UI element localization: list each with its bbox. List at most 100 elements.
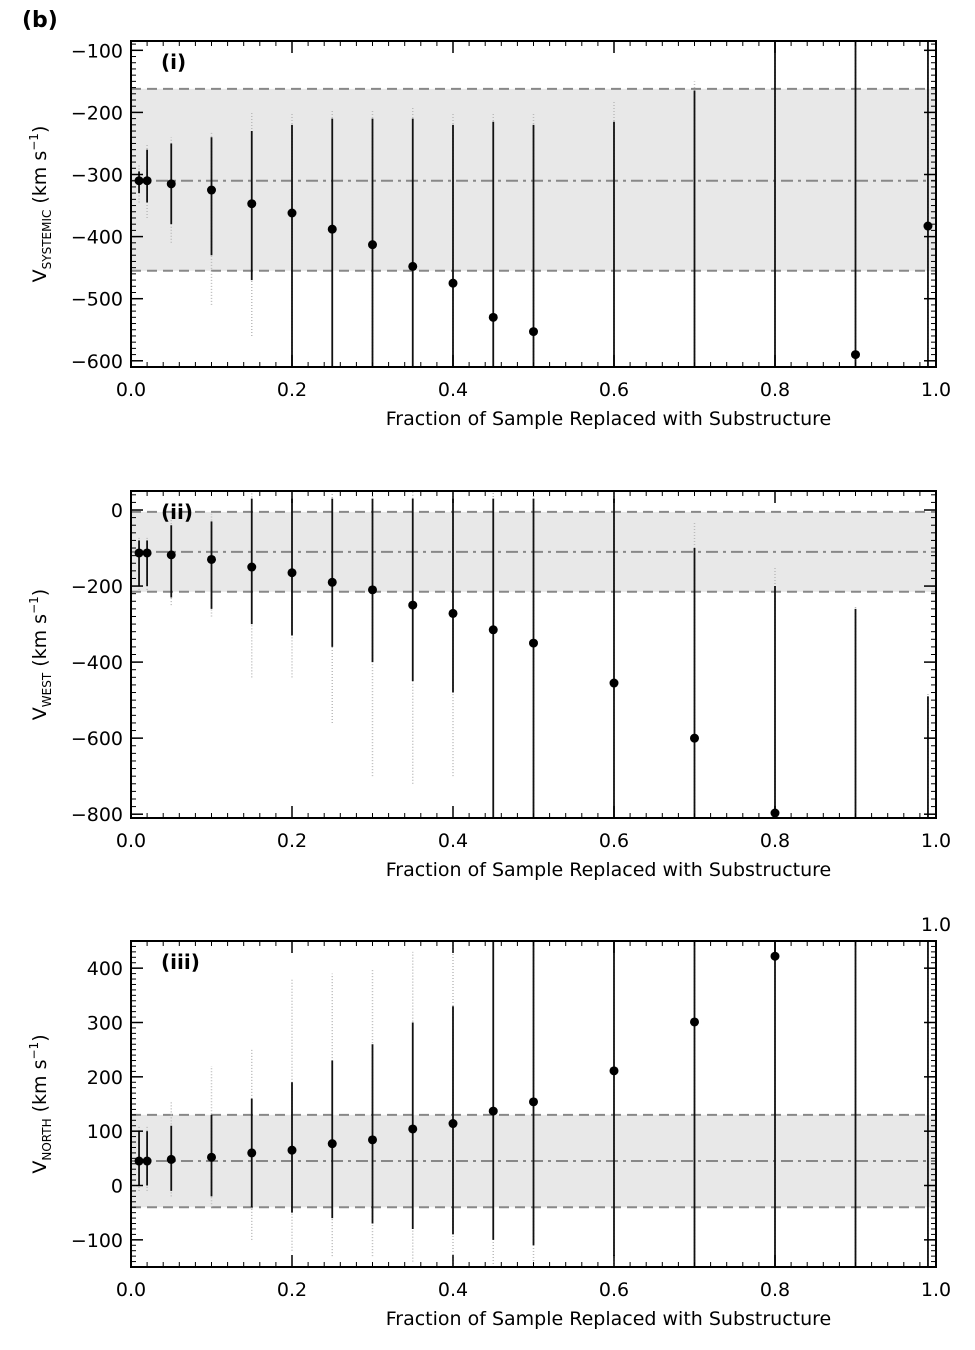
data-point: [448, 278, 458, 288]
x-tick-label: 0.6: [599, 1279, 629, 1301]
data-point: [247, 562, 257, 572]
y-axis-title-unit: (km s: [29, 614, 51, 667]
y-tick-label: 300: [87, 1013, 123, 1035]
y-axis-title-main: V: [29, 1161, 51, 1174]
data-point: [134, 1156, 144, 1166]
data-point: [134, 548, 144, 558]
data-point: [690, 1017, 699, 1027]
y-axis-title-exponent: −1: [27, 596, 41, 614]
panel-label: (i): [161, 50, 186, 74]
y-tick-label: −300: [71, 165, 123, 187]
y-tick-label: −600: [71, 351, 123, 373]
data-point: [327, 224, 337, 234]
panel-3: 0.0 0.2 0.4 0.6 0.8 1.0 −100 0 100 200 300 400 (iii)…: [27, 914, 951, 1330]
x-axis-title: Fraction of Sample Replaced with Substru…: [386, 408, 832, 430]
plot-area: [131, 941, 936, 1267]
y-tick-label: 0: [111, 500, 123, 522]
figure-label: (b): [22, 8, 58, 33]
y-tick-label: −100: [71, 40, 123, 62]
data-point: [408, 1124, 418, 1134]
y-tick-label: −400: [71, 227, 123, 249]
y-tick-label: 200: [87, 1067, 123, 1089]
y-axis-title-main: V: [29, 707, 51, 720]
data-point: [368, 585, 377, 595]
panel-label: (iii): [161, 950, 200, 974]
y-tick-label: −400: [71, 652, 123, 674]
x-tick-label: 0.0: [116, 379, 146, 401]
x-tick-label: 1.0: [921, 830, 951, 852]
data-point: [166, 179, 176, 189]
plot-area: [131, 491, 936, 818]
x-tick-label: 0.6: [599, 379, 629, 401]
x-tick-label: 0.8: [760, 830, 790, 852]
y-tick-label: 400: [87, 958, 123, 980]
panel-1: 0.0 0.2 0.4 0.6 0.8 1.0 −600 −500 −400 −300 −200 −1…: [27, 40, 951, 430]
y-axis-title-exponent: −1: [27, 1042, 41, 1060]
data-point: [207, 554, 216, 564]
data-point: [448, 1119, 458, 1129]
data-point: [247, 199, 257, 209]
x-tick-label: 0.8: [760, 1279, 790, 1301]
data-point: [690, 733, 699, 743]
y-axis-title-close: ): [29, 589, 51, 596]
data-point: [368, 1135, 377, 1145]
data-point: [166, 550, 176, 560]
x-tick-label: 1.0: [921, 1279, 951, 1301]
data-point: [770, 951, 780, 961]
x-tick-label: 0.2: [277, 1279, 307, 1301]
top-label: 1.0: [921, 914, 951, 936]
data-point: [327, 1139, 337, 1149]
y-tick-label: 0: [111, 1176, 123, 1198]
x-tick-label: 0.0: [116, 830, 146, 852]
data-point: [851, 350, 860, 360]
y-tick-label: 100: [87, 1121, 123, 1143]
data-point: [166, 1154, 176, 1164]
y-axis-title-unit: (km s: [29, 1060, 51, 1113]
data-point: [488, 625, 498, 635]
y-tick-label: −200: [71, 102, 123, 124]
data-point: [134, 176, 144, 186]
data-point: [609, 678, 619, 688]
data-point: [408, 261, 418, 271]
x-tick-label: 1.0: [921, 379, 951, 401]
data-point: [287, 208, 297, 218]
data-point: [142, 176, 152, 186]
y-axis-title-main: V: [29, 269, 51, 282]
data-point: [287, 568, 297, 578]
data-point: [327, 577, 337, 587]
x-tick-label: 0.4: [438, 379, 468, 401]
data-point: [923, 221, 933, 231]
y-axis-title-exponent: −1: [27, 133, 41, 151]
y-axis-title: VSYSTEMIC (km s−1): [27, 126, 54, 283]
data-point: [529, 638, 538, 648]
y-axis-title-subscript: NORTH: [40, 1118, 54, 1160]
x-tick-label: 0.2: [277, 379, 307, 401]
panel-2: 0.0 0.2 0.4 0.6 0.8 1.0 −800 −600 −400 −200 0 (ii) F…: [27, 490, 951, 881]
y-axis-title-unit: (km s: [29, 151, 51, 204]
data-point: [448, 608, 458, 618]
y-axis-title: VNORTH (km s−1): [27, 1034, 54, 1173]
plot-area: [131, 41, 936, 367]
y-axis-title-close: ): [29, 1034, 51, 1041]
y-tick-label: −600: [71, 728, 123, 750]
x-tick-label: 0.4: [438, 830, 468, 852]
data-point: [488, 312, 498, 322]
data-point: [142, 1156, 152, 1166]
x-tick-label: 0.8: [760, 379, 790, 401]
x-tick-label: 0.6: [599, 830, 629, 852]
y-axis-title: VWEST (km s−1): [27, 589, 54, 720]
y-tick-label: −800: [71, 804, 123, 826]
data-point: [609, 1066, 619, 1076]
data-point: [287, 1145, 297, 1155]
panel-label: (ii): [161, 500, 193, 524]
x-axis-title: Fraction of Sample Replaced with Substru…: [386, 859, 832, 881]
data-point: [207, 185, 216, 195]
x-axis-title: Fraction of Sample Replaced with Substru…: [386, 1308, 832, 1330]
y-tick-label: −100: [71, 1230, 123, 1252]
data-point: [408, 600, 418, 610]
y-axis-title-close: ): [29, 126, 51, 133]
data-point: [247, 1148, 257, 1158]
data-point: [207, 1152, 216, 1162]
data-point: [142, 548, 152, 558]
data-point: [368, 240, 377, 250]
